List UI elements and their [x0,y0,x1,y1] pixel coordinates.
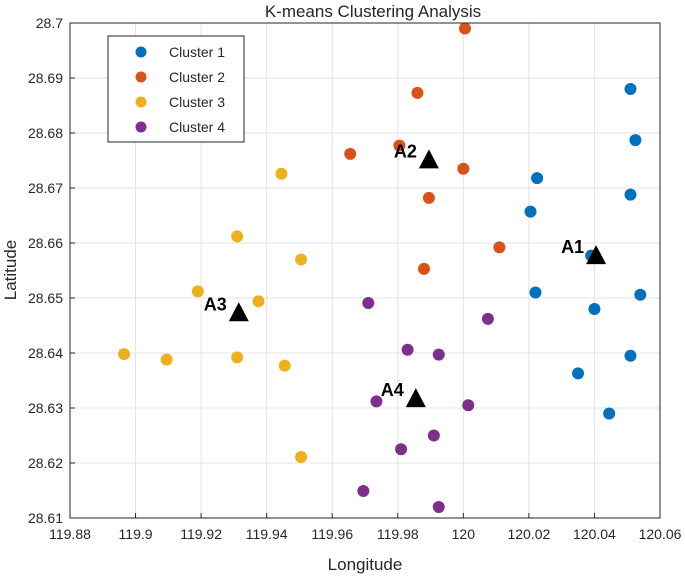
legend-marker-cluster-1 [135,46,147,58]
legend-label-cluster-4: Cluster 4 [169,119,225,135]
cluster-4-point [357,485,370,498]
centroid-marker-a2 [418,149,439,169]
y-tick-label: 28.61 [28,510,63,526]
legend-marker-cluster-3 [135,96,147,108]
y-tick-label: 28.64 [28,345,63,361]
cluster-3-point [275,167,288,180]
cluster-4-point [401,343,414,356]
cluster-1-point [524,205,537,218]
centroid-marker-a3 [228,302,249,322]
cluster-2-point [457,162,470,175]
cluster-3-point [295,253,308,266]
cluster-1-point [629,134,642,147]
cluster-4-point [370,395,383,408]
cluster-3-point [191,285,204,298]
cluster-3-point [160,353,173,366]
x-tick-label: 119.96 [311,526,353,542]
y-tick-label: 28.62 [28,455,63,471]
cluster-4-point [362,296,375,309]
cluster-1-point [624,83,637,95]
cluster-4-point [462,399,475,412]
x-tick-label: 120.04 [573,526,616,542]
centroid-marker-a1 [586,245,607,265]
x-tick-label: 119.94 [246,526,288,542]
centroid-markers: A1 A2 A3 A4 [204,141,607,408]
y-tick-label: 28.67 [28,180,63,196]
y-axis-ticks: 28.61 28.62 28.63 28.64 28.65 28.66 28.67 28.68… [28,15,75,526]
legend-label-cluster-3: Cluster 3 [169,94,225,110]
legend-marker-cluster-4 [135,121,147,133]
data-points [118,22,647,513]
cluster-2-point [344,147,357,160]
y-axis-title: Latitude [1,240,20,301]
cluster-3-point [118,348,131,361]
cluster-1-point [624,188,637,201]
x-tick-label: 120.06 [639,526,682,542]
legend-marker-cluster-2 [135,71,147,83]
y-tick-label: 28.63 [28,400,63,416]
centroid-label-a4: A4 [381,380,404,400]
centroid-marker-a4 [405,388,426,408]
cluster-2-point [422,191,435,204]
cluster-3-point [278,359,291,372]
cluster-4-point [427,429,440,442]
cluster-1-point [572,367,585,380]
cluster-4-point [432,501,445,513]
cluster-2-point [493,241,506,254]
legend: Cluster 1 Cluster 2 Cluster 3 Cluster 4 [107,35,245,143]
cluster-1-point [529,286,542,299]
y-tick-label: 28.7 [36,15,63,31]
cluster-3-point [231,230,244,243]
cluster-3-point [252,295,265,308]
x-tick-label: 119.92 [180,526,222,542]
x-tick-label: 119.9 [119,526,153,542]
cluster-3-point [295,450,308,463]
legend-label-cluster-1: Cluster 1 [169,44,225,60]
centroid-label-a1: A1 [561,237,584,257]
x-axis-ticks: 119.88 119.9 119.92 119.94 119.96 119.98 120 12… [49,513,682,542]
x-tick-label: 120.02 [507,526,550,542]
plot-frame [69,22,661,519]
cluster-1-point [588,303,601,315]
centroid-label-a3: A3 [204,294,227,314]
y-tick-label: 28.65 [28,290,63,306]
x-tick-label: 120 [452,526,476,542]
cluster-1-point [531,172,544,185]
legend-box [107,35,245,143]
x-tick-label: 119.88 [49,526,91,542]
cluster-2-point [411,86,424,99]
cluster-1-point [603,407,616,420]
cluster-2-point [458,22,471,35]
x-axis-title: Longitude [328,555,403,574]
cluster-2-point [418,262,430,275]
chart-title: K-means Clustering Analysis [265,2,481,21]
legend-label-cluster-2: Cluster 2 [169,69,225,85]
cluster-2-point [393,139,406,152]
cluster-4-point [395,443,408,456]
y-tick-label: 28.68 [28,125,63,141]
centroid-label-a2: A2 [394,141,417,161]
cluster-1-point [634,288,647,301]
y-tick-label: 28.69 [28,70,63,86]
x-tick-label: 119.98 [377,526,419,542]
cluster-3-point [231,351,244,364]
cluster-1-point [624,349,637,362]
y-tick-label: 28.66 [28,235,63,251]
cluster-4-point [432,348,445,361]
cluster-4-point [481,312,494,325]
